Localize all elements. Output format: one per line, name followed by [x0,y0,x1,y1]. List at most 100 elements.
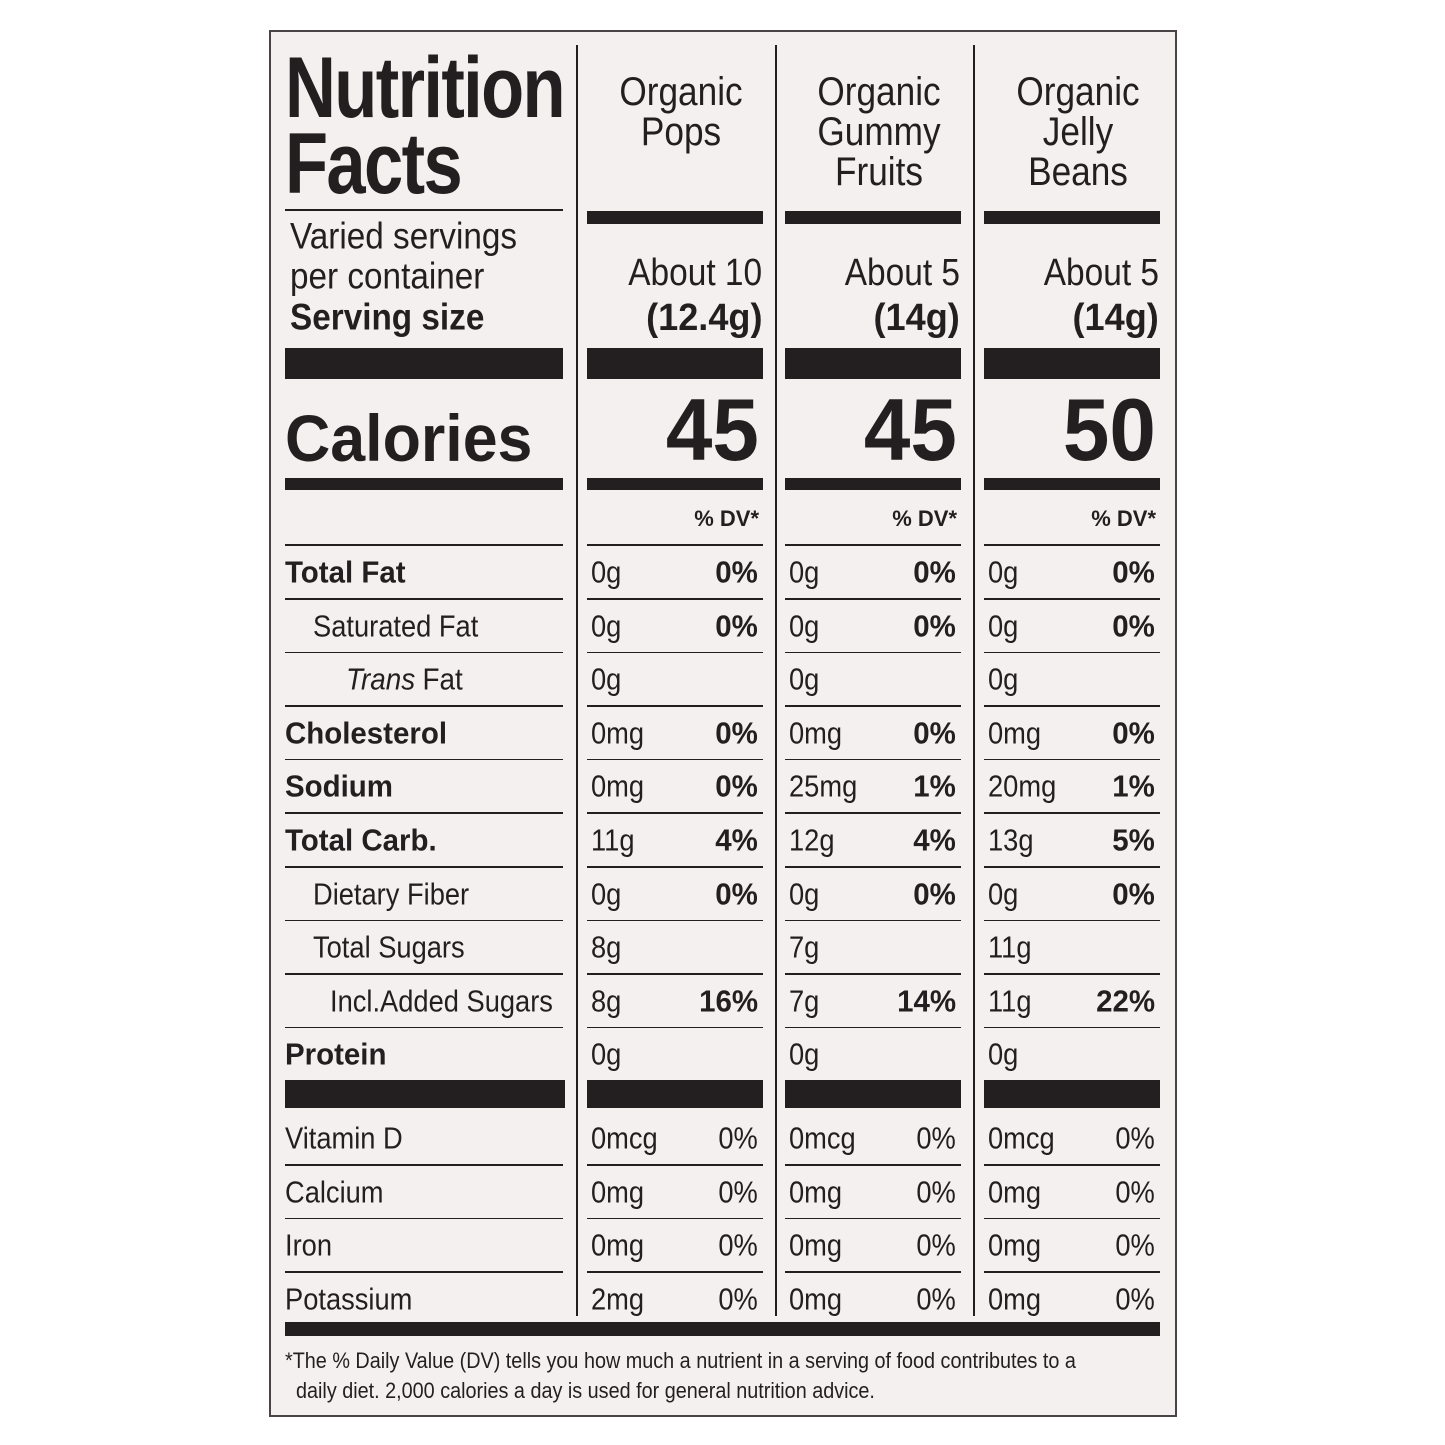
rule [785,598,961,600]
vitamin-amount: 0mcg [789,1120,856,1156]
rule [587,812,763,814]
vitamin-amount: 0mg [789,1227,843,1263]
amount: 0g [988,608,1019,644]
rule [587,1217,763,1220]
rule [984,758,1160,761]
dv-header: % DV* [694,506,759,531]
amount: 11g [988,983,1032,1019]
rule [285,1271,563,1273]
rule [984,1271,1160,1273]
rule [285,1217,563,1220]
vitamin-amount: 2mg [591,1281,645,1317]
rule [785,866,961,868]
vitamin-amount: 0mg [988,1174,1042,1210]
amount: 0mg [789,715,843,751]
rule [785,544,961,546]
daily-value: 0% [715,715,758,751]
daily-value: 5% [1112,822,1155,858]
vitamin-dv: 0% [916,1227,956,1263]
rule [984,544,1160,546]
rule [285,1026,563,1029]
daily-value: 0% [1112,876,1155,912]
rule [984,705,1160,707]
thick-bar [785,211,961,224]
vitamin-dv: 0% [1115,1281,1155,1317]
rule [285,544,563,546]
nutrient-label: Protein [285,1036,387,1072]
rule [285,866,563,868]
vitamin-dv: 0% [916,1281,956,1317]
amount: 0g [591,876,622,912]
vitamin-label: Calcium [285,1174,384,1210]
product-name: Pops [640,110,722,154]
nutrient-label: Total Carb. [285,822,437,858]
nutrient-label-text: Fat [422,661,463,697]
rule [984,1164,1160,1166]
rule [785,919,961,922]
vitamin-amount: 0mg [789,1281,843,1317]
thick-bar [984,478,1160,490]
rule [587,973,763,975]
daily-value: 4% [715,822,758,858]
vitamin-amount: 0mg [591,1174,645,1210]
rule [587,919,763,922]
rule [587,1026,763,1029]
servings-label: per container [290,255,485,297]
rule [285,919,563,922]
rule [785,1271,961,1273]
product-name: Beans [1028,150,1128,194]
product-name: Fruits [835,150,923,194]
rule [285,705,563,707]
daily-value: 0% [715,608,758,644]
nutrient-label-italic: Trans [346,661,416,697]
thick-bar [587,478,763,490]
serving-size: (12.4g) [645,297,762,339]
product-name: Organic [1016,70,1140,114]
title: Nutrition [285,40,566,136]
thick-bar [285,478,563,490]
rule [984,866,1160,868]
nutrient-label: Incl.Added Sugars [330,983,553,1019]
serving-size: (14g) [1072,297,1159,339]
vitamin-amount: 0mg [988,1227,1042,1263]
daily-value: 0% [1112,715,1155,751]
rule [587,651,763,654]
amount: 11g [988,929,1032,965]
calories: 45 [864,380,957,479]
vitamin-dv: 0% [718,1174,758,1210]
amount: 0g [591,608,622,644]
rule [587,705,763,707]
rule [285,598,563,600]
rule [785,1217,961,1220]
amount: 0g [591,554,622,590]
servings: About 10 [628,252,762,294]
thick-bar [785,348,961,379]
servings: About 5 [1043,252,1159,294]
daily-value: 14% [897,983,956,1019]
rule [785,651,961,654]
amount: 0g [988,876,1019,912]
thick-bar [984,211,1160,224]
rule [285,973,563,975]
vitamin-amount: 0mg [789,1174,843,1210]
daily-value: 1% [1112,768,1155,804]
rule [984,1217,1160,1220]
footnote: daily diet. 2,000 calories a day is used… [296,1378,875,1403]
nutrient-label: Saturated Fat [313,608,479,644]
vitamin-dv: 0% [916,1174,956,1210]
daily-value: 0% [715,554,758,590]
vitamin-dv: 0% [1115,1227,1155,1263]
vitamin-dv: 0% [718,1281,758,1317]
vitamin-amount: 0mcg [988,1120,1055,1156]
label-panel [269,30,1177,1417]
calories-label: Calories [285,401,533,475]
amount: 0g [591,1036,622,1072]
thick-bar [285,1080,565,1108]
title: Facts [285,116,463,212]
calories: 50 [1063,380,1156,479]
rule [984,812,1160,814]
thick-bar [587,348,763,379]
dv-header: % DV* [1091,506,1156,531]
thick-bar [785,478,961,490]
amount: 20mg [988,768,1057,804]
